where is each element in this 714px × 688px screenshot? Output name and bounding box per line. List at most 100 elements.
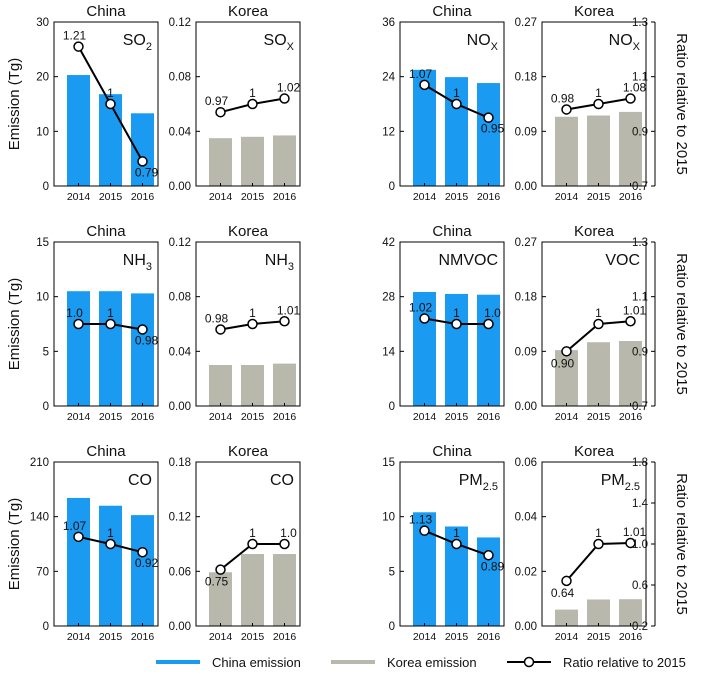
x-tick-label: 2014 [413, 411, 437, 423]
y-tick-label: 0.00 [169, 621, 191, 633]
ratio-point-2016 [483, 318, 494, 330]
ratio-label: 0.79 [135, 165, 159, 179]
ratio-point-2015 [593, 538, 604, 550]
legend-ratio-marker [523, 656, 535, 668]
x-tick-label: 2016 [619, 631, 643, 643]
right-axis-tick-label: 1.3 [632, 237, 648, 249]
ratio-label: 0.95 [481, 122, 505, 136]
ratio-point-2014 [419, 525, 430, 536]
ratio-point-2014 [561, 346, 572, 357]
ratio-label: 1 [595, 306, 602, 320]
y-tick-label: 0.18 [515, 292, 537, 304]
bar-2016 [619, 111, 642, 186]
y-tick-label: 0.00 [515, 621, 537, 633]
right-axis-tick-label: 0.9 [632, 346, 648, 358]
y-tick-label: 0.18 [169, 457, 191, 469]
bar-2014 [209, 365, 232, 406]
ratio-label: 1 [453, 306, 460, 320]
y-tick-label: 70 [36, 566, 49, 578]
ratio-label: 0.98 [135, 333, 159, 347]
bar-2014 [67, 291, 90, 406]
panel-china-so2: 0 10 20 30 2014 2015 2016 China SO2 1.21 1 0.79 [36, 3, 158, 203]
y-tick-label: 0.04 [515, 512, 538, 524]
ratio-point-2014 [215, 564, 226, 575]
ratio-point-2016 [137, 324, 148, 335]
plot-frame [541, 241, 647, 407]
y-tick-label: 0 [389, 621, 395, 633]
bar-2016 [273, 363, 296, 406]
bar-2015 [241, 365, 264, 406]
x-tick-label: 2015 [241, 631, 265, 643]
x-tick-label: 2014 [209, 411, 233, 423]
ratio-point-2016 [483, 112, 494, 123]
species-label: NH3 [265, 252, 294, 273]
ratio-label: 1.01 [623, 303, 647, 317]
y-tick-label: 0.27 [515, 17, 537, 29]
legend-korea-label: Korea emission [387, 655, 477, 670]
bar-2014 [67, 75, 90, 186]
panel-korea-nox: 0.00 0.09 0.18 0.27 2014 2015 2016 Korea NOX 0.98… [515, 3, 647, 203]
ratio-label: 1 [249, 86, 256, 100]
ratio-point-2016 [137, 546, 148, 558]
y-tick-label: 0.00 [169, 401, 191, 413]
y-tick-label: 0.27 [515, 237, 537, 249]
x-tick-label: 2015 [587, 191, 611, 203]
plot-frame [195, 21, 301, 187]
x-tick-label: 2015 [587, 411, 611, 423]
y-tick-label: 0.12 [169, 512, 191, 524]
bar-2016 [131, 113, 154, 186]
bar-2016 [131, 515, 154, 626]
ratio-point-2015 [247, 318, 258, 330]
bar-2015 [445, 526, 468, 626]
panel-korea-pm25: 0.00 0.02 0.04 0.06 2014 2015 2016 Korea PM2.5 0.… [515, 443, 647, 643]
bar-2014 [413, 69, 436, 186]
bar-2015 [241, 554, 264, 626]
x-tick-label: 2016 [619, 191, 643, 203]
ratio-label: 1 [107, 526, 114, 540]
ratio-label: 1.0 [66, 306, 83, 320]
bar-2015 [587, 599, 610, 626]
ratio-label: 1 [249, 306, 256, 320]
legend: China emission Korea emission Ratio rela… [156, 655, 686, 670]
x-tick-label: 2015 [445, 191, 469, 203]
x-tick-label: 2015 [587, 631, 611, 643]
y-tick-label: 0 [43, 621, 49, 633]
bar-2015 [241, 136, 264, 186]
x-tick-label: 2015 [241, 191, 265, 203]
species-label: VOC [605, 252, 640, 269]
x-tick-label: 2014 [413, 191, 437, 203]
panel-region-title: China [432, 3, 472, 20]
ratio-point-2014 [73, 318, 84, 330]
right-axis-tick-label: 1.1 [632, 292, 648, 304]
right-axis-tick-label: 1.8 [632, 457, 648, 469]
right-axis-tick-label: 0.2 [632, 621, 648, 633]
ratio-label: 1 [453, 526, 460, 540]
y-tick-label: 0.04 [169, 346, 192, 358]
x-tick-label: 2014 [209, 191, 233, 203]
ratio-point-2014 [419, 79, 430, 91]
y-tick-label: 210 [30, 457, 49, 469]
ratio-label: 0.97 [205, 94, 229, 108]
y-tick-label: 0.12 [169, 17, 191, 29]
y-tick-label: 0.00 [169, 181, 191, 193]
y-tick-label: 42 [382, 237, 395, 249]
left-axis-title: Emission (Tg) [6, 498, 23, 591]
plot-frame [195, 461, 301, 627]
bar-2015 [445, 293, 468, 406]
y-tick-label: 5 [389, 566, 395, 578]
panel-china-nh3: 0 5 10 15 2014 2015 2016 China NH3 1.0 1 0.98 [36, 223, 158, 423]
panel-region-title: China [432, 223, 472, 240]
ratio-point-2015 [105, 98, 116, 110]
ratio-point-2016 [137, 156, 148, 167]
y-tick-label: 140 [30, 512, 49, 524]
bar-2016 [619, 599, 642, 626]
species-label: NMVOC [438, 252, 498, 269]
plot-frame [541, 461, 647, 627]
ratio-label: 0.98 [551, 91, 575, 105]
x-tick-label: 2014 [413, 631, 437, 643]
x-tick-label: 2016 [273, 191, 297, 203]
bar-2015 [99, 94, 122, 186]
bar-2016 [477, 537, 500, 626]
